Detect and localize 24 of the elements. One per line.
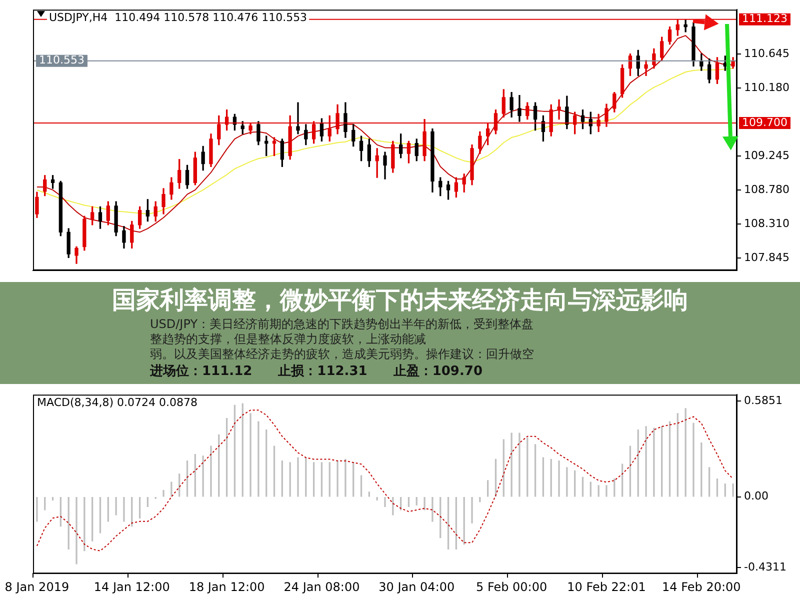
chart-title: USDJPY,H4 110.494 110.578 110.476 110.553 [49,10,308,24]
x-tick-label: 14 Feb 20:00 [662,580,741,594]
y-tick-label: 110.645 [744,47,790,60]
y-tick-label: 108.780 [744,182,790,196]
ref-line-label: 110.553 [39,54,84,67]
line-series [36,410,734,552]
x-tick-label: 14 Jan 12:00 [94,580,170,594]
y-tick-label: 107.845 [744,250,790,264]
x-tick-label: 5 Feb 00:00 [476,580,548,594]
y-tick-label: 108.310 [744,217,790,230]
y-tick-label: 109.245 [744,148,790,162]
title-banner: 国家利率调整，微妙平衡下的未来经济走向与深远影响 USD/JPY：美日经济前期的急速的下跌趋势创出半年的新低，受到整体盘 整趋势的支撑，但是整体反弹力度疲软，上涨动能减 弱。以及美国整体经济走势的疲软，造成美元弱势。操作建议：回升做空 进场位：111.12 止损：112.31 止盈：109.70 [0,282,800,384]
x-tick-label: 8 Jan 2019 [4,580,70,594]
chart-title: MACD(8,34,8) 0.0724 0.0878 [37,396,198,409]
x-tick-label: 30 Jan 04:00 [378,580,455,594]
y-tick-label: -0.4311 [744,560,786,574]
y-tick-label: 0.5851 [744,394,782,407]
y-tick-label: 110.180 [744,80,790,94]
x-tick-label: 24 Jan 08:00 [284,580,360,594]
x-tick-label: 18 Jan 12:00 [188,580,265,594]
x-tick-label: 10 Feb 22:01 [567,580,646,594]
y-tick-label: 0.00 [744,490,768,503]
ref-line-label: 109.700 [742,116,788,129]
ref-line-label: 111.123 [742,12,788,26]
